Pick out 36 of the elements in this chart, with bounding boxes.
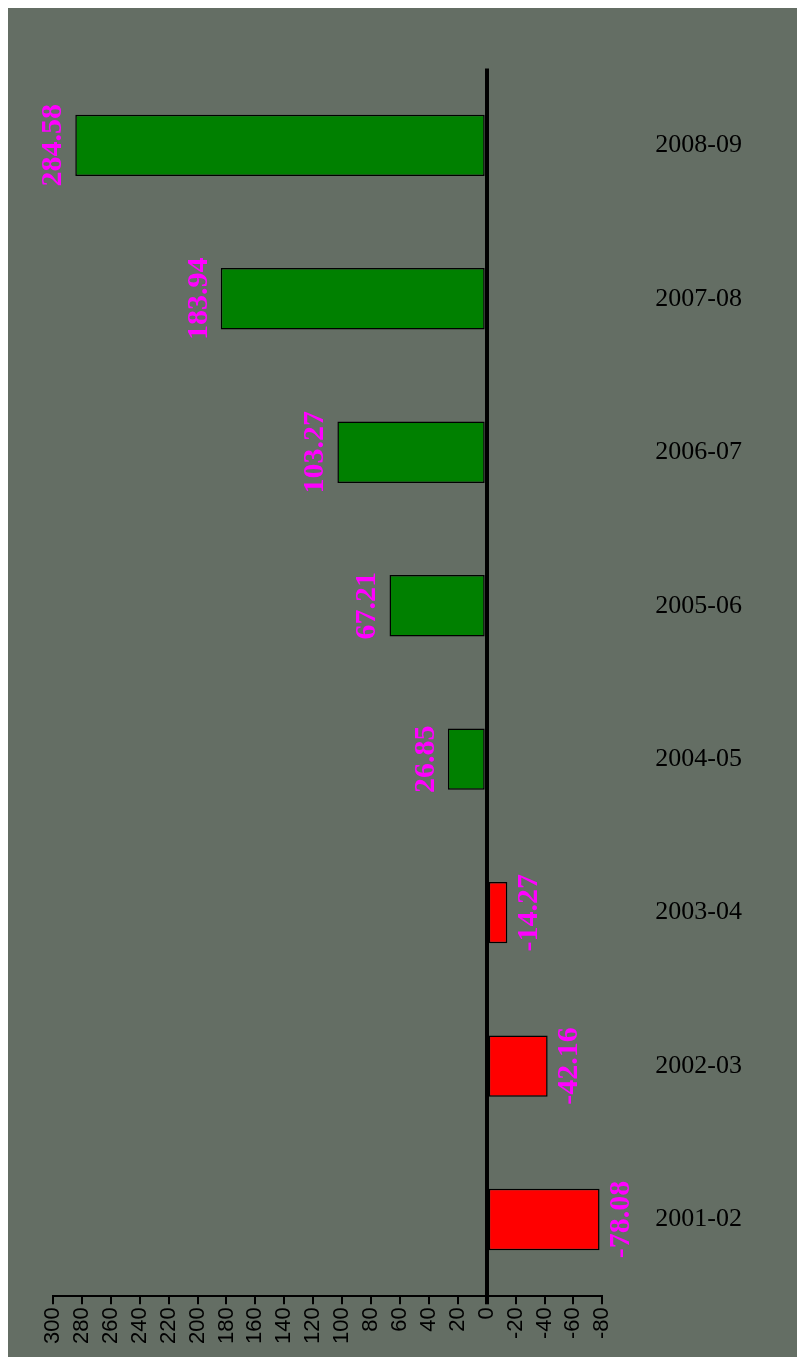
data-label: 103.27: [296, 411, 330, 494]
x-tick-label: 200: [183, 1307, 209, 1345]
data-label: 67.21: [348, 571, 382, 640]
x-tick-label: 300: [39, 1307, 65, 1345]
x-tick-label: -80: [588, 1307, 614, 1340]
x-tick-label: 120: [299, 1307, 325, 1345]
x-tick-label: 20: [443, 1307, 469, 1332]
x-tick-label: 40: [414, 1307, 440, 1332]
x-tick-label: 240: [125, 1307, 151, 1345]
x-tick-label: -60: [559, 1307, 585, 1340]
data-label: 183.94: [179, 257, 213, 341]
y-tick-label: 2001-02: [655, 1203, 743, 1233]
data-label: -42.16: [550, 1027, 584, 1105]
x-tick-label: 280: [67, 1307, 93, 1345]
y-tick-label: 2002-03: [655, 1049, 743, 1079]
x-tick-label: 180: [212, 1307, 238, 1345]
x-tick-label: -20: [501, 1307, 527, 1340]
x-tick-label: 220: [154, 1307, 180, 1345]
x-tick-label: 140: [270, 1307, 296, 1345]
x-tick-label: 100: [328, 1307, 354, 1345]
data-label: -78.08: [602, 1180, 636, 1259]
y-tick-label: 2004-05: [655, 743, 743, 773]
y-tick-label: 2007-08: [655, 282, 743, 312]
y-tick-label: 2006-07: [655, 436, 743, 466]
x-tick-label: 0: [472, 1307, 498, 1320]
x-tick-label: -40: [530, 1307, 556, 1340]
y-tick-label: 2008-09: [655, 129, 743, 159]
x-tick-label: 260: [96, 1307, 122, 1345]
y-tick-label: 2003-04: [655, 896, 743, 926]
x-tick-label: 160: [241, 1307, 267, 1345]
data-label: 284.58: [34, 104, 68, 187]
data-label: -14.27: [510, 873, 544, 952]
data-label: 26.85: [406, 725, 440, 793]
x-tick-label: 80: [357, 1307, 383, 1332]
x-tick-label: 60: [386, 1307, 412, 1332]
y-tick-label: 2005-06: [655, 589, 743, 619]
